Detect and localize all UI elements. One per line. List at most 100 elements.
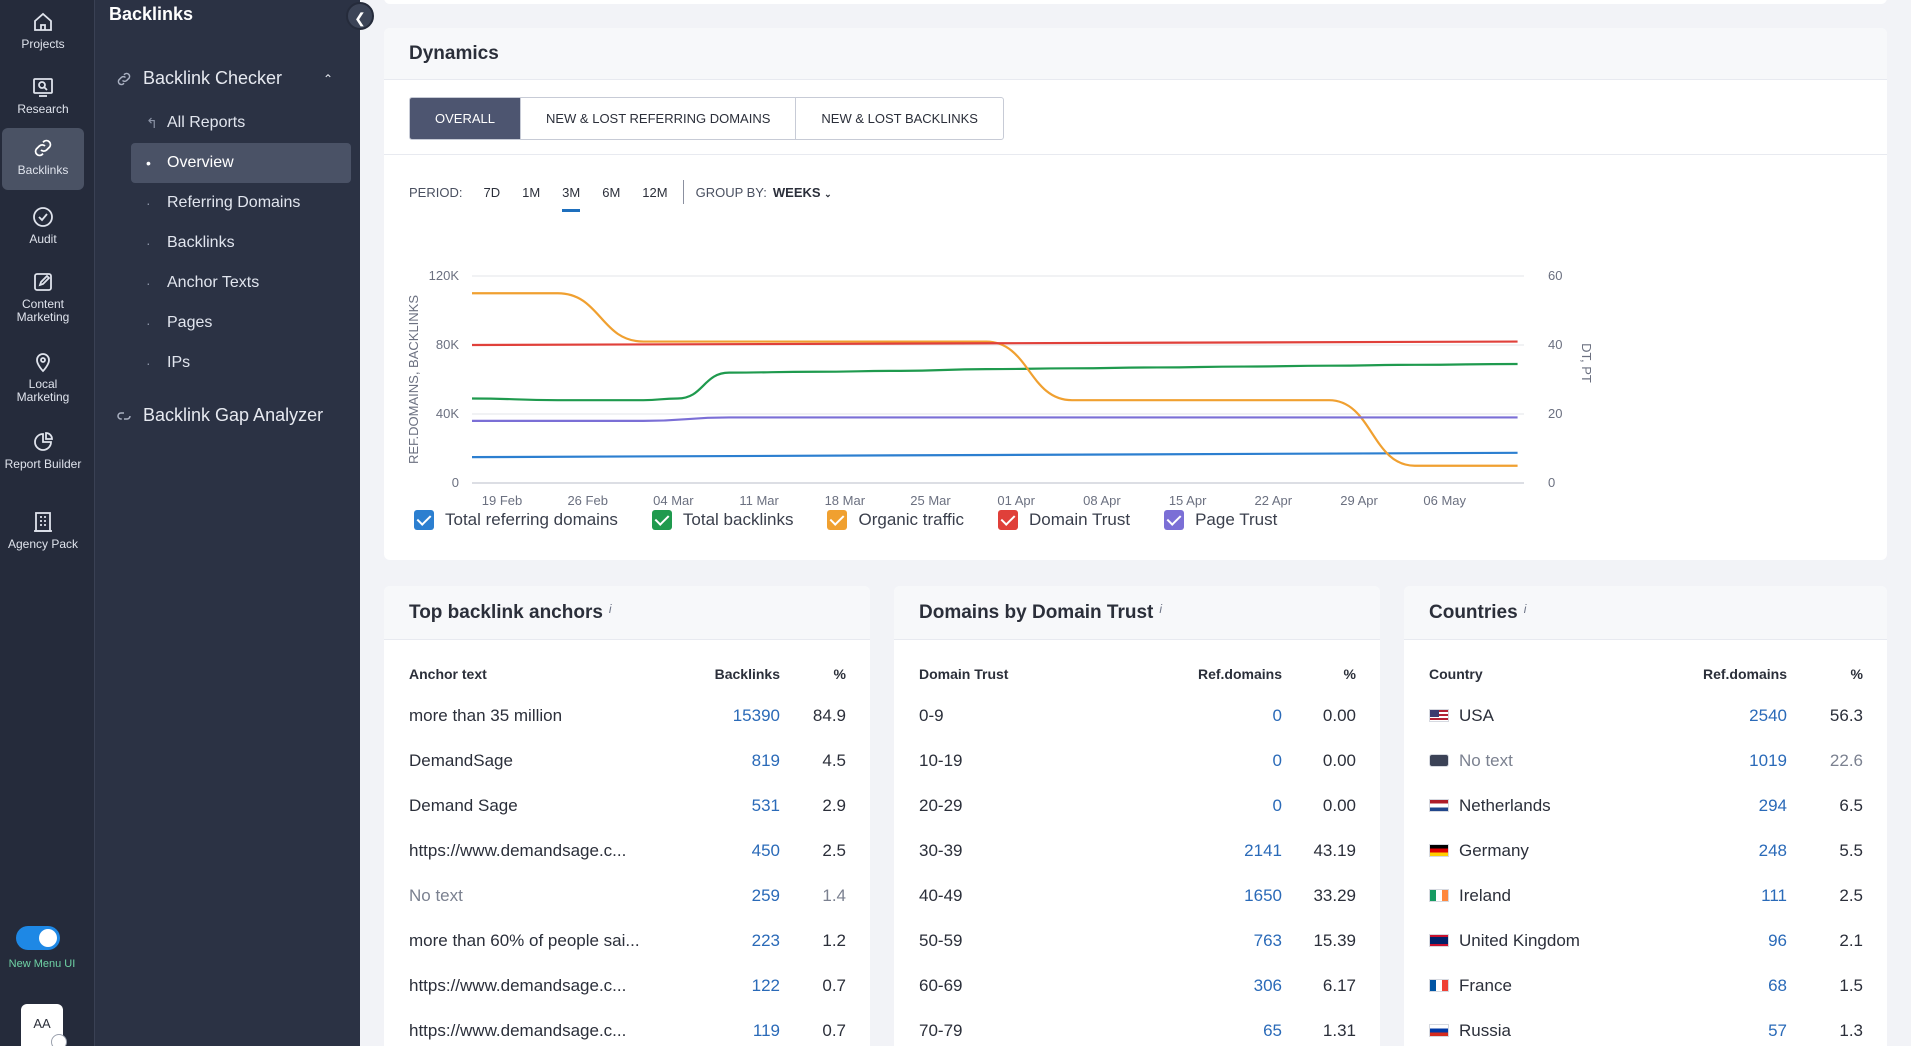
rail-item-projects[interactable]: Projects — [2, 2, 84, 64]
ref-domains-link[interactable]: 294 — [1758, 796, 1787, 815]
backlinks-link[interactable]: 223 — [751, 931, 780, 950]
legend-organic-traffic[interactable]: Organic traffic — [827, 510, 964, 530]
period-7d[interactable]: 7D — [483, 184, 501, 200]
table-row[interactable]: Ireland 111 2.5 — [1429, 886, 1863, 931]
period-6m[interactable]: 6M — [602, 184, 621, 200]
x-tick-label: 08 Apr — [1083, 493, 1121, 508]
info-icon[interactable]: i — [1159, 602, 1163, 616]
ref-domains-link[interactable]: 763 — [1253, 931, 1282, 950]
chevron-up-icon[interactable]: ⌃ — [323, 72, 334, 86]
table-row[interactable]: https://www.demandsage.c... 122 0.7 — [409, 976, 846, 1021]
table-row[interactable]: USA 2540 56.3 — [1429, 706, 1863, 751]
ref-domains-link[interactable]: 1650 — [1244, 886, 1282, 905]
ref-domains-link[interactable]: 1019 — [1749, 751, 1787, 770]
table-row[interactable]: Netherlands 294 6.5 — [1429, 796, 1863, 841]
backlinks-link[interactable]: 15390 — [732, 706, 780, 725]
table-row[interactable]: https://www.demandsage.c... 119 0.7 — [409, 1021, 846, 1046]
period-3m[interactable]: 3M — [551, 185, 591, 212]
col-country[interactable]: Country — [1429, 666, 1483, 682]
table-row[interactable]: Demand Sage 531 2.9 — [409, 796, 846, 841]
backlinks-link[interactable]: 122 — [751, 976, 780, 995]
table-row[interactable]: more than 60% of people sai... 223 1.2 — [409, 931, 846, 976]
table-row[interactable]: Russia 57 1.3 — [1429, 1021, 1863, 1046]
col-ref-domains[interactable]: Ref.domains — [1702, 666, 1787, 682]
col-domain-trust[interactable]: Domain Trust — [919, 666, 1009, 682]
table-row[interactable]: France 68 1.5 — [1429, 976, 1863, 1021]
tab-new-lost-backlinks[interactable]: NEW & LOST BACKLINKS — [795, 98, 1003, 139]
map-pin-icon — [36, 353, 50, 373]
table-row[interactable]: United Kingdom 96 2.1 — [1429, 931, 1863, 976]
backlinks-link[interactable]: 450 — [751, 841, 780, 860]
table-row[interactable]: No text 1019 22.6 — [1429, 751, 1863, 796]
info-icon[interactable]: i — [1523, 602, 1527, 616]
rail-item-research[interactable]: Research — [2, 67, 84, 129]
nav-item-referring-domains[interactable]: · Referring Domains — [131, 183, 351, 223]
legend-total-referring-domains[interactable]: Total referring domains — [414, 510, 618, 530]
rail-item-content-marketing[interactable]: Content Marketing — [2, 262, 84, 324]
col-pct[interactable]: % — [1343, 666, 1356, 682]
nav-group-backlink-checker[interactable]: Backlink Checker — [115, 68, 282, 89]
col-anchor-text[interactable]: Anchor text — [409, 666, 487, 682]
table-row[interactable]: more than 35 million 15390 84.9 — [409, 706, 846, 751]
collapse-sidebar-button[interactable]: ❮ — [346, 2, 374, 30]
legend-domain-trust[interactable]: Domain Trust — [998, 510, 1130, 530]
rail-item-local-marketing[interactable]: Local Marketing — [2, 342, 84, 404]
backlinks-link[interactable]: 119 — [752, 1021, 780, 1040]
col-pct[interactable]: % — [1850, 666, 1863, 682]
nav-item-pages[interactable]: · Pages — [131, 303, 351, 343]
nav-item-overview[interactable]: • Overview — [131, 143, 351, 183]
tab-overall[interactable]: OVERALL — [410, 98, 520, 139]
ref-domains-link[interactable]: 68 — [1768, 976, 1787, 995]
table-row[interactable]: DemandSage 819 4.5 — [409, 751, 846, 796]
legend-page-trust[interactable]: Page Trust — [1164, 510, 1277, 530]
tab-new-lost-referring-domains[interactable]: NEW & LOST REFERRING DOMAINS — [519, 98, 795, 139]
avatar[interactable]: AA — [21, 1004, 67, 1046]
card-title: Domains by Domain Trust i — [919, 602, 1162, 624]
ref-domains-link[interactable]: 0 — [1272, 706, 1282, 725]
table-row[interactable]: 60-69 306 6.17 — [919, 976, 1356, 1021]
ref-domains-link[interactable]: 306 — [1253, 976, 1282, 995]
ref-domains-link[interactable]: 0 — [1272, 751, 1282, 770]
info-icon[interactable]: i — [608, 602, 612, 616]
table-row[interactable]: 70-79 65 1.31 — [919, 1021, 1356, 1046]
new-menu-toggle[interactable] — [16, 926, 60, 950]
table-row[interactable]: 0-9 0 0.00 — [919, 706, 1356, 751]
table-row[interactable]: 40-49 1650 33.29 — [919, 886, 1356, 931]
rail-item-backlinks[interactable]: Backlinks — [2, 128, 84, 190]
rail-item-agency-pack[interactable]: Agency Pack — [2, 502, 84, 564]
nav-group-backlink-gap-analyzer[interactable]: Backlink Gap Analyzer — [115, 405, 323, 426]
table-row[interactable]: https://www.demandsage.c... 450 2.5 — [409, 841, 846, 886]
ref-domains-link[interactable]: 0 — [1272, 796, 1282, 815]
legend-total-backlinks[interactable]: Total backlinks — [651, 510, 793, 530]
table-row[interactable]: Germany 248 5.5 — [1429, 841, 1863, 886]
backlinks-link[interactable]: 259 — [751, 886, 780, 905]
table-row[interactable]: 30-39 2141 43.19 — [919, 841, 1356, 886]
table-row[interactable]: 20-29 0 0.00 — [919, 796, 1356, 841]
period-12m[interactable]: 12M — [642, 184, 668, 200]
rail-item-audit[interactable]: Audit — [2, 197, 84, 259]
col-pct[interactable]: % — [833, 666, 846, 682]
groupby-dropdown[interactable]: WEEKS ⌄ — [773, 185, 832, 200]
period-1m[interactable]: 1M — [522, 184, 541, 200]
ref-domains-link[interactable]: 57 — [1768, 1021, 1787, 1040]
ref-domains-link[interactable]: 65 — [1263, 1021, 1282, 1040]
return-arrow-icon: ↰ — [146, 114, 158, 131]
ref-domains-link[interactable]: 2141 — [1244, 841, 1282, 860]
nav-item-ips[interactable]: · IPs — [131, 343, 351, 383]
col-ref-domains[interactable]: Ref.domains — [1197, 666, 1282, 682]
ref-domains-link[interactable]: 111 — [1761, 886, 1787, 905]
rail-item-report-builder[interactable]: Report Builder — [2, 422, 84, 484]
country-cell: Russia — [1429, 1021, 1511, 1041]
ref-domains-link[interactable]: 96 — [1768, 931, 1787, 950]
table-row[interactable]: No text 259 1.4 — [409, 886, 846, 931]
nav-item-backlinks[interactable]: · Backlinks — [131, 223, 351, 263]
table-row[interactable]: 50-59 763 15.39 — [919, 931, 1356, 976]
backlinks-link[interactable]: 531 — [751, 796, 780, 815]
ref-domains-link[interactable]: 2540 — [1749, 706, 1787, 725]
nav-item-anchor-texts[interactable]: · Anchor Texts — [131, 263, 351, 303]
ref-domains-link[interactable]: 248 — [1758, 841, 1787, 860]
backlinks-link[interactable]: 819 — [751, 751, 780, 770]
nav-item-all-reports[interactable]: ↰ All Reports — [131, 103, 351, 143]
table-row[interactable]: 10-19 0 0.00 — [919, 751, 1356, 796]
col-backlinks[interactable]: Backlinks — [714, 666, 780, 682]
